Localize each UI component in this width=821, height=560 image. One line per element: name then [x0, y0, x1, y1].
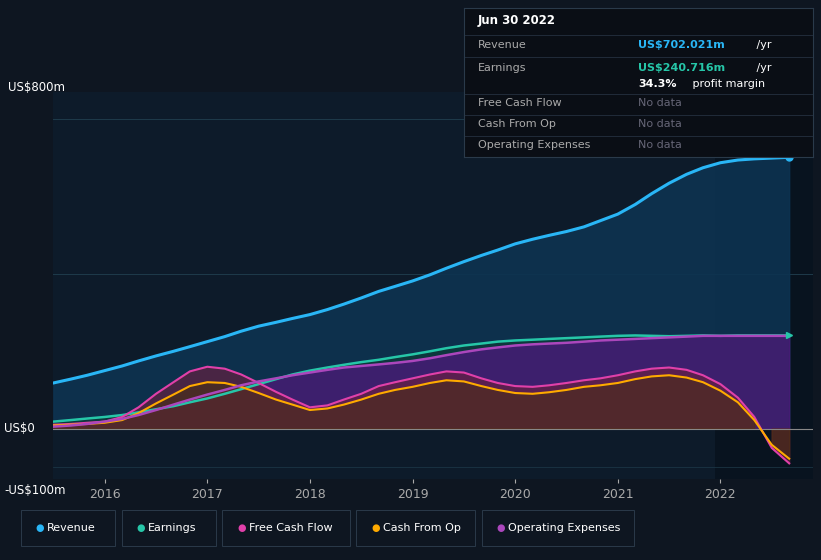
Text: Free Cash Flow: Free Cash Flow	[249, 523, 333, 533]
Text: /yr: /yr	[754, 40, 772, 50]
Text: Operating Expenses: Operating Expenses	[508, 523, 621, 533]
Text: US$800m: US$800m	[8, 81, 65, 94]
Text: US$0: US$0	[4, 422, 34, 435]
Text: ●: ●	[497, 523, 505, 533]
Text: -US$100m: -US$100m	[4, 484, 66, 497]
Text: Free Cash Flow: Free Cash Flow	[478, 99, 562, 109]
Text: Operating Expenses: Operating Expenses	[478, 140, 590, 150]
Text: ●: ●	[237, 523, 245, 533]
Text: Cash From Op: Cash From Op	[383, 523, 461, 533]
Text: Earnings: Earnings	[478, 63, 526, 73]
Text: ●: ●	[35, 523, 44, 533]
Text: profit margin: profit margin	[689, 79, 765, 89]
Text: US$702.021m: US$702.021m	[639, 40, 725, 50]
Text: No data: No data	[639, 140, 682, 150]
Text: ●: ●	[136, 523, 144, 533]
Text: Cash From Op: Cash From Op	[478, 119, 556, 129]
Bar	[715, 92, 813, 479]
Text: US$240.716m: US$240.716m	[639, 63, 726, 73]
Text: No data: No data	[639, 99, 682, 109]
Text: ●: ●	[371, 523, 379, 533]
Text: 34.3%: 34.3%	[639, 79, 677, 89]
Text: Revenue: Revenue	[478, 40, 526, 50]
Text: Jun 30 2022: Jun 30 2022	[478, 14, 556, 27]
Text: Earnings: Earnings	[148, 523, 196, 533]
Text: /yr: /yr	[754, 63, 772, 73]
Text: Revenue: Revenue	[47, 523, 95, 533]
Text: No data: No data	[639, 119, 682, 129]
